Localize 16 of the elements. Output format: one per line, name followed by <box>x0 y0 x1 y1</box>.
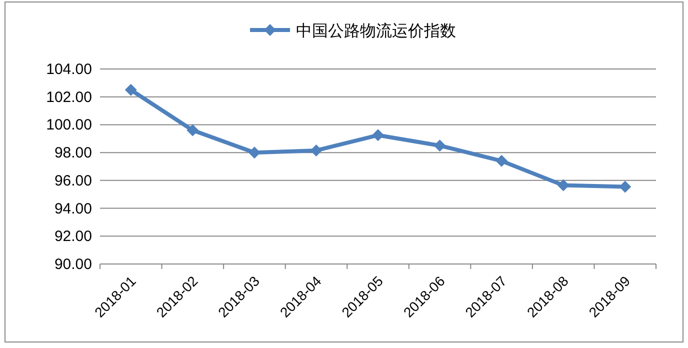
y-tick-label: 96.00 <box>54 172 92 190</box>
y-tick-label: 102.00 <box>46 88 92 106</box>
point <box>186 124 199 136</box>
point <box>372 129 384 142</box>
y-tick-label: 94.00 <box>54 200 92 218</box>
legend-label: 中国公路物流运价指数 <box>296 22 456 40</box>
point <box>619 180 632 193</box>
y-tick-label: 90.00 <box>54 256 92 273</box>
point <box>124 84 137 96</box>
y-tick-label: 98.00 <box>54 144 92 162</box>
y-tick-label: 104.00 <box>46 61 92 78</box>
point <box>496 154 508 167</box>
point <box>310 144 322 156</box>
y-tick-label: 100.00 <box>46 116 92 134</box>
point <box>434 140 446 152</box>
y-tick-label: 92.00 <box>54 228 92 246</box>
